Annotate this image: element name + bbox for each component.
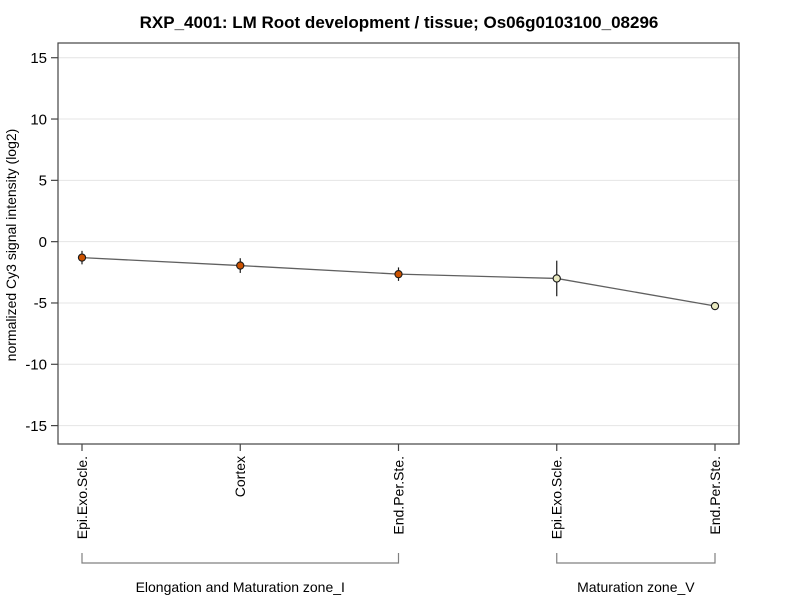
y-tick-label: -15 <box>25 418 47 435</box>
group-bracket <box>556 553 716 564</box>
data-point <box>394 270 403 279</box>
y-tick-label: 0 <box>39 234 47 251</box>
x-tick-label: Epi.Exo.Scle. <box>549 456 565 539</box>
plot-frame <box>57 42 740 445</box>
data-point <box>710 301 720 311</box>
x-tick-label: Epi.Exo.Scle. <box>74 456 90 539</box>
y-tick-label: 15 <box>30 50 47 67</box>
x-tick-label: End.Per.Ste. <box>390 456 406 535</box>
chart-title: RXP_4001: LM Root development / tissue; … <box>140 13 659 32</box>
group-bracket <box>81 553 400 564</box>
series-line <box>81 256 716 307</box>
y-axis-label: normalized Cy3 signal intensity (log2) <box>3 129 19 362</box>
data-point <box>77 253 87 262</box>
y-tick-label: -5 <box>34 295 47 312</box>
plot-area: 15 10 5 0 -5 -10 -15 Epi.Exo.Scle. Cortex End.Per… <box>25 42 740 595</box>
y-tick-label: -10 <box>25 357 47 374</box>
group-label: Maturation zone_V <box>577 579 695 595</box>
data-point <box>552 274 561 283</box>
y-tick-label: 10 <box>30 111 47 128</box>
x-tick-label: Cortex <box>232 456 248 497</box>
x-tick-label: End.Per.Ste. <box>707 456 723 535</box>
y-tick-label: 5 <box>39 173 47 190</box>
group-label: Elongation and Maturation zone_I <box>136 579 345 595</box>
data-point <box>236 261 245 270</box>
